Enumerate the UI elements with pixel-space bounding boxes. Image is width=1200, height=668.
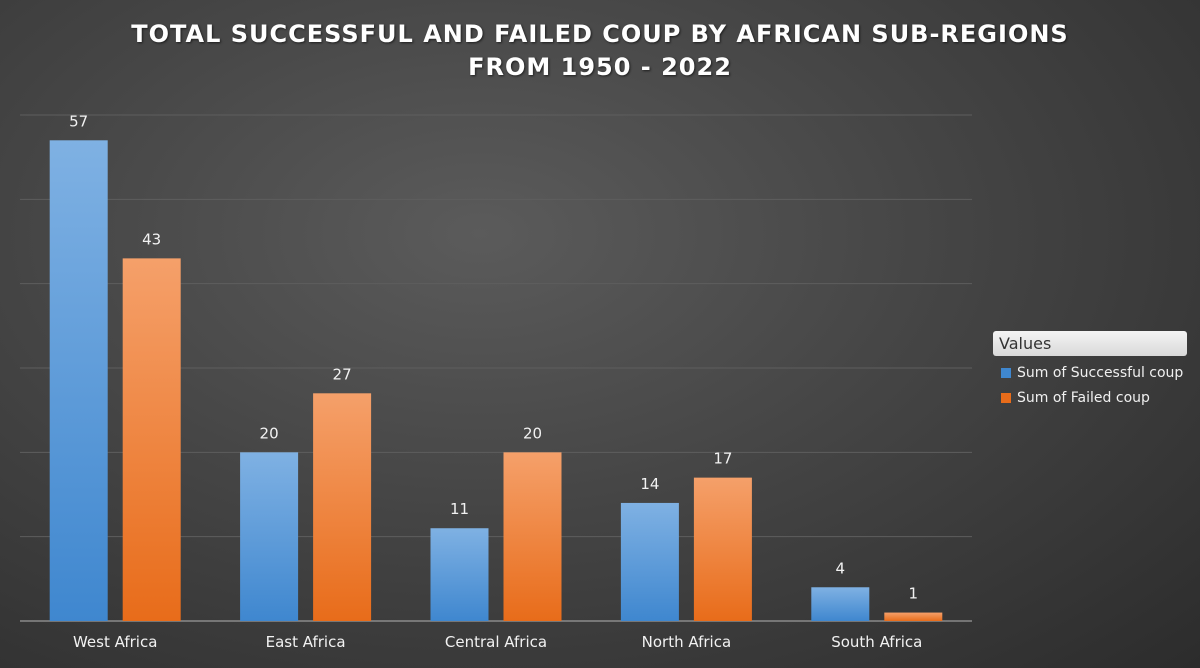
legend-swatch-failed bbox=[1001, 393, 1011, 403]
bar-successful-west-africa bbox=[49, 140, 108, 622]
data-label-failed-east-africa: 27 bbox=[333, 365, 352, 383]
bar-successful-south-africa bbox=[811, 587, 870, 621]
data-label-successful-north-africa: 14 bbox=[640, 475, 659, 493]
data-label-successful-west-africa: 57 bbox=[69, 112, 88, 130]
data-label-failed-south-africa: 1 bbox=[909, 585, 919, 603]
legend: Values Sum of Successful coup Sum of Fai… bbox=[993, 331, 1187, 406]
data-label-failed-north-africa: 17 bbox=[713, 450, 732, 468]
chart-title-line-1: TOTAL SUCCESSFUL AND FAILED COUP BY AFRI… bbox=[131, 20, 1069, 48]
bar-failed-west-africa bbox=[122, 258, 181, 621]
bar-successful-east-africa bbox=[240, 452, 299, 621]
bars bbox=[49, 140, 943, 622]
bar-successful-north-africa bbox=[620, 502, 679, 621]
bar-failed-north-africa bbox=[693, 477, 752, 621]
chart-title: TOTAL SUCCESSFUL AND FAILED COUP BY AFRI… bbox=[0, 18, 1200, 84]
x-tick-label-north-africa: North Africa bbox=[642, 633, 732, 651]
data-label-failed-central-africa: 20 bbox=[523, 424, 542, 442]
bar-failed-south-africa bbox=[884, 612, 943, 621]
data-label-successful-central-africa: 11 bbox=[450, 500, 469, 518]
legend-swatch-successful bbox=[1001, 368, 1011, 378]
legend-title: Values bbox=[993, 331, 1187, 356]
x-tick-label-central-africa: Central Africa bbox=[445, 633, 547, 651]
legend-item-failed: Sum of Failed coup bbox=[993, 390, 1187, 406]
data-labels: 57 43 20 27 11 20 14 17 4 1 bbox=[69, 112, 918, 602]
data-label-successful-south-africa: 4 bbox=[836, 559, 846, 577]
bar-failed-central-africa bbox=[503, 452, 562, 621]
x-tick-label-west-africa: West Africa bbox=[73, 633, 157, 651]
legend-label-successful: Sum of Successful coup bbox=[1017, 365, 1184, 381]
chart-title-line-2: FROM 1950 - 2022 bbox=[468, 53, 732, 81]
data-label-successful-east-africa: 20 bbox=[260, 424, 279, 442]
x-tick-label-east-africa: East Africa bbox=[266, 633, 346, 651]
data-label-failed-west-africa: 43 bbox=[142, 230, 161, 248]
legend-label-failed: Sum of Failed coup bbox=[1017, 390, 1150, 406]
legend-item-successful: Sum of Successful coup bbox=[993, 365, 1187, 381]
bar-successful-central-africa bbox=[430, 528, 489, 621]
bar-failed-east-africa bbox=[313, 393, 372, 621]
x-tick-label-south-africa: South Africa bbox=[831, 633, 922, 651]
x-axis-tick-labels: West Africa East Africa Central Africa Nort… bbox=[73, 633, 922, 651]
